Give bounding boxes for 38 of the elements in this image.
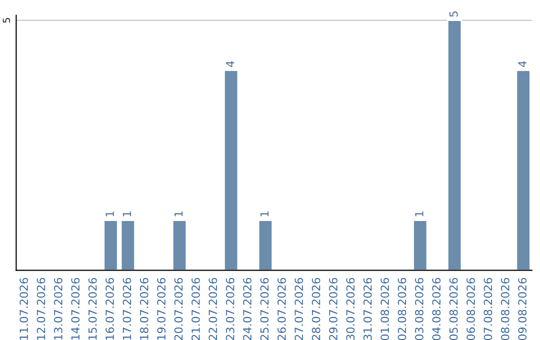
- data-label: 4: [226, 61, 234, 67]
- data-label: 4: [518, 61, 526, 67]
- x-tick-label: 29.07.2026: [329, 278, 338, 340]
- x-tick-label: 30.07.2026: [346, 278, 355, 340]
- x-tick-label: 22.07.2026: [208, 278, 218, 340]
- x-tick-label: 14.07.2026: [71, 278, 80, 340]
- x-tick-label: 27.07.2026: [294, 278, 304, 340]
- x-tick-label: 23.07.2026: [226, 278, 234, 340]
- x-tick-label: 18.07.2026: [140, 278, 148, 340]
- x-tick-label: 09.08.2026: [518, 278, 527, 340]
- x-tick-label: 19.07.2026: [157, 278, 166, 340]
- x-tick-label: 31.07.2026: [363, 278, 372, 340]
- x-tick-label: 12.07.2026: [36, 278, 46, 340]
- x-tick-label: 25.07.2026: [260, 278, 269, 340]
- x-tick-label: 13.07.2026: [54, 278, 62, 340]
- x-tick-label: 11.07.2026: [20, 278, 28, 340]
- x-tick-label: 04.08.2026: [432, 278, 441, 340]
- data-label: 1: [415, 211, 424, 216]
- x-tick-label: 02.08.2026: [398, 278, 406, 340]
- x-tick-label: 24.07.2026: [243, 278, 252, 340]
- x-tick-label: 28.07.2026: [312, 278, 320, 340]
- data-label: 1: [106, 211, 114, 216]
- x-tick-label: 01.08.2026: [380, 278, 390, 340]
- x-tick-label: 26.07.2026: [277, 278, 286, 340]
- x-tick-label: 21.07.2026: [192, 278, 200, 340]
- data-label: 5: [450, 11, 458, 17]
- x-tick-label: 15.07.2026: [88, 278, 97, 340]
- x-tick-label: 16.07.2026: [106, 278, 114, 340]
- data-label: 1: [174, 211, 183, 216]
- x-tick-label: 17.07.2026: [122, 278, 132, 340]
- x-tick-label: 20.07.2026: [174, 278, 183, 340]
- x-tick-label: 03.08.2026: [414, 278, 424, 340]
- x-tick-label: 05.08.2026: [449, 278, 458, 340]
- x-tick-label: 06.08.2026: [466, 278, 475, 340]
- x-tick-label: 08.08.2026: [500, 278, 510, 340]
- data-label: 1: [122, 211, 131, 216]
- data-label: 1: [260, 211, 269, 216]
- x-tick-label: 07.08.2026: [484, 278, 492, 340]
